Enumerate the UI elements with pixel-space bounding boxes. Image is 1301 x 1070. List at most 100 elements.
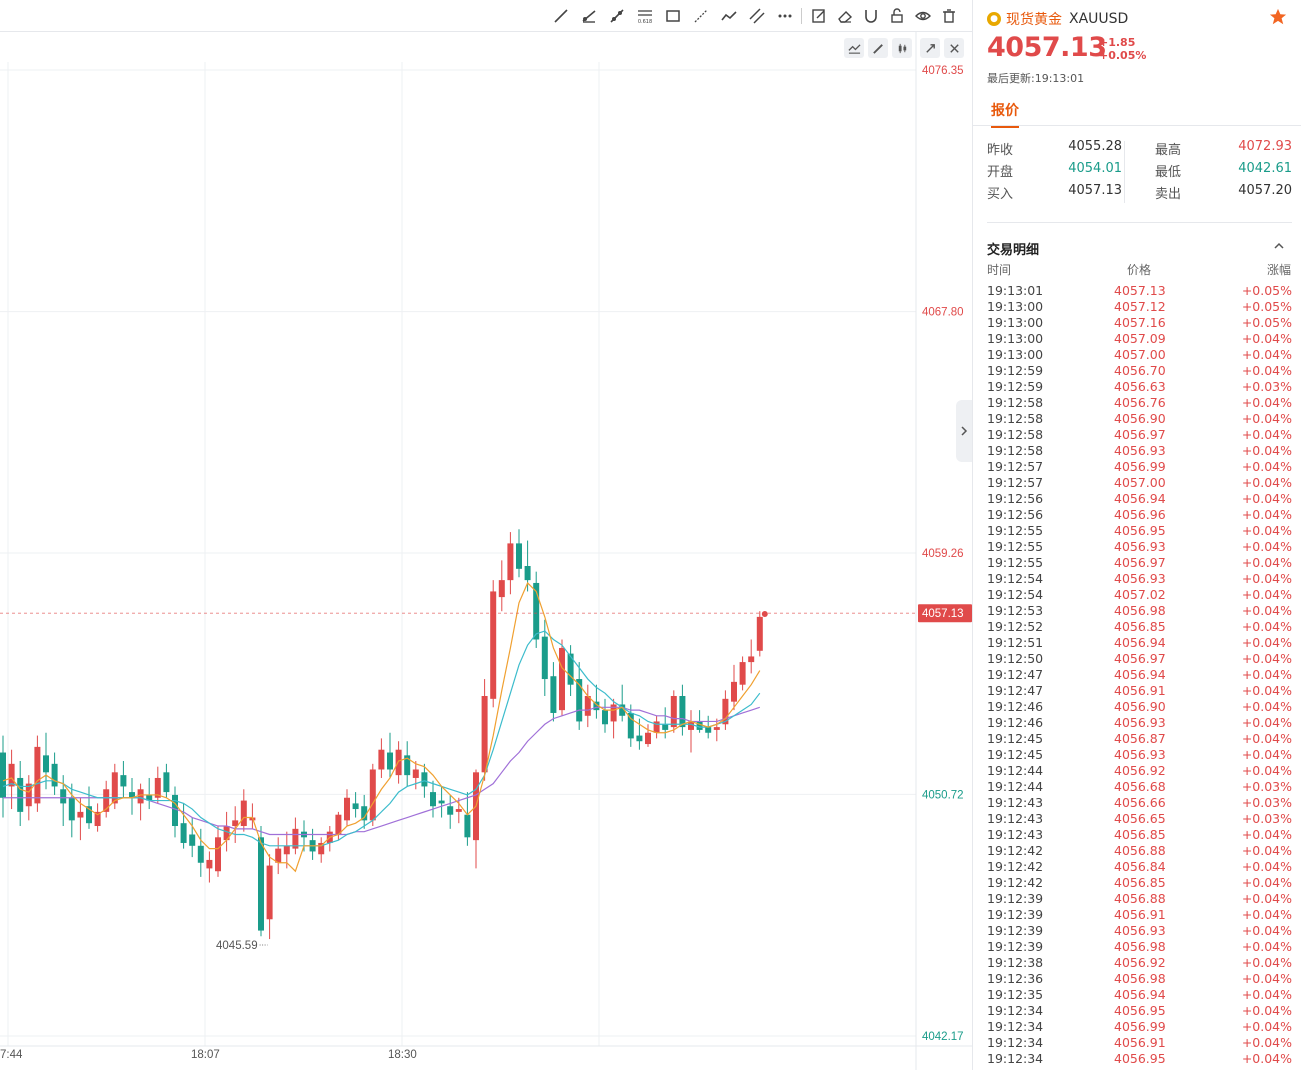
trade-price: 4056.85 [1114, 619, 1166, 634]
trade-price: 4056.70 [1114, 363, 1166, 378]
candle-body [696, 721, 703, 730]
trade-price: 4056.91 [1114, 683, 1166, 698]
trade-row: 19:12:44 4056.68 +0.03% [987, 779, 1292, 795]
trade-row: 19:12:58 4056.97 +0.04% [987, 427, 1292, 443]
more-icon[interactable] [774, 5, 796, 27]
parallel-channel-icon[interactable] [746, 5, 768, 27]
candle-body [129, 792, 135, 798]
trade-time: 19:12:51 [987, 635, 1044, 650]
expand-icon [925, 43, 935, 53]
trade-price: 4056.87 [1114, 731, 1166, 746]
candle-body [232, 820, 239, 827]
candle-body [490, 591, 497, 699]
candle-body [670, 696, 677, 728]
close-icon [949, 43, 959, 53]
trade-row: 19:12:45 4056.93 +0.04% [987, 747, 1292, 763]
trade-time: 19:12:59 [987, 379, 1044, 394]
candle-body [412, 769, 419, 778]
trade-change: +0.04% [1241, 491, 1292, 506]
favorite-star-icon[interactable] [1269, 8, 1287, 26]
candle-body [43, 755, 49, 773]
eye-icon[interactable] [912, 5, 934, 27]
tab-quote[interactable]: 报价 [991, 100, 1019, 128]
trade-row: 19:12:55 4056.97 +0.04% [987, 555, 1292, 571]
trade-price: 4056.65 [1114, 811, 1166, 826]
candle-body [541, 636, 548, 680]
trade-price: 4057.09 [1114, 331, 1166, 346]
polyline-icon[interactable] [718, 5, 740, 27]
trade-price: 4056.90 [1114, 699, 1166, 714]
magnet-icon[interactable] [860, 5, 882, 27]
candle-body [172, 794, 178, 827]
trade-change: +0.04% [1241, 1003, 1292, 1018]
trade-time: 19:12:39 [987, 923, 1044, 938]
fibonacci-icon[interactable]: 0.618 [634, 5, 656, 27]
col-head-time: 时间 [987, 263, 1012, 277]
trade-change: +0.04% [1241, 1019, 1292, 1034]
candle-body [533, 582, 540, 640]
price-chart[interactable]: 4076.35 4067.80 4059.26 4050.72 4042.17 7:44 1… [0, 32, 972, 1070]
candle-body [722, 698, 729, 725]
y-tick-label: 4076.35 [922, 65, 964, 77]
indicator-button[interactable] [844, 38, 864, 58]
trade-change: +0.04% [1241, 427, 1292, 442]
candle-body [68, 797, 75, 821]
candle-body [559, 647, 565, 711]
trade-time: 19:13:00 [987, 331, 1044, 346]
col-head-change: 涨幅 [1266, 263, 1291, 277]
trade-row: 19:12:58 4056.93 +0.04% [987, 443, 1292, 459]
candle-body [567, 653, 574, 685]
trend-line-icon[interactable] [550, 5, 572, 27]
draw-button[interactable] [868, 38, 888, 58]
rectangle-icon[interactable] [662, 5, 684, 27]
trade-row: 19:13:01 4057.13 +0.05% [987, 283, 1292, 299]
trade-time: 19:12:39 [987, 939, 1044, 954]
chart-type-button[interactable] [892, 38, 912, 58]
trade-price: 4056.95 [1114, 523, 1166, 538]
trade-row: 19:12:43 4056.85 +0.04% [987, 827, 1292, 843]
chevron-up-icon[interactable] [1273, 240, 1285, 252]
candle-body [645, 732, 651, 745]
candle-body [197, 845, 204, 863]
fullscreen-button[interactable] [920, 38, 940, 58]
trade-time: 19:12:47 [987, 683, 1044, 698]
trade-change: +0.04% [1241, 763, 1292, 778]
close-chart-button[interactable] [944, 38, 964, 58]
trade-change: +0.05% [1241, 283, 1292, 298]
trade-price: 4057.16 [1114, 315, 1166, 330]
eraser-icon[interactable] [834, 5, 856, 27]
ray-line-icon[interactable] [578, 5, 600, 27]
drawing-toolbar: 0.618 [0, 0, 972, 32]
quote-label: 最低 [1155, 165, 1182, 180]
segment-line-icon[interactable] [606, 5, 628, 27]
indicator-icon [847, 43, 861, 54]
collapse-panel-button[interactable] [956, 400, 972, 462]
candle-body [481, 696, 488, 773]
candle-body [731, 681, 737, 702]
candle-body [94, 811, 101, 827]
lock-icon[interactable] [886, 5, 908, 27]
trade-time: 19:12:46 [987, 699, 1044, 714]
low-marker-label: 4045.59 [216, 940, 258, 952]
trade-price: 4056.93 [1114, 715, 1166, 730]
candle-body [361, 806, 368, 821]
current-price: 4057.13 [987, 32, 1107, 63]
trade-row: 19:13:00 4057.09 +0.04% [987, 331, 1292, 347]
col-head-price: 价格 [1127, 263, 1152, 277]
trade-row: 19:12:34 4056.91 +0.04% [987, 1035, 1292, 1051]
arrow-line-icon[interactable] [690, 5, 712, 27]
candle-body [619, 704, 626, 716]
section-divider [987, 222, 1292, 223]
candle-body [662, 724, 669, 730]
candle-body [447, 806, 454, 815]
trade-price: 4056.93 [1114, 443, 1166, 458]
trade-change: +0.04% [1241, 635, 1292, 650]
edit-note-icon[interactable] [808, 5, 830, 27]
trade-change: +0.04% [1241, 619, 1292, 634]
trash-icon[interactable] [938, 5, 960, 27]
trade-row: 19:12:55 4056.93 +0.04% [987, 539, 1292, 555]
quote-value: 4054.01 [1068, 161, 1122, 176]
candle-body [679, 696, 686, 728]
trade-time: 19:12:34 [987, 1019, 1044, 1034]
candle-body [387, 752, 393, 770]
